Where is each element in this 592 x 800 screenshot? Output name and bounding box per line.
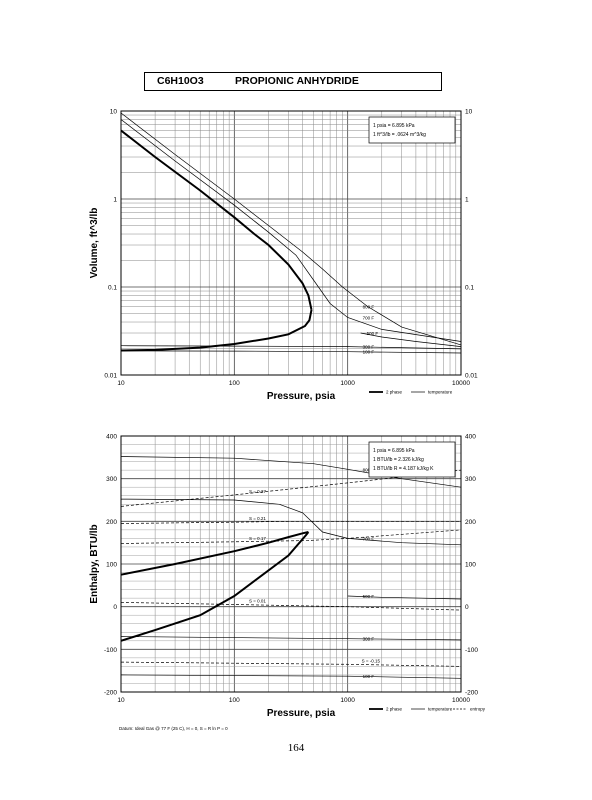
conversion-text: 1 psia = 6.895 kPa bbox=[373, 448, 415, 454]
y-tick-label-right: -200 bbox=[465, 690, 478, 697]
entropy-line bbox=[120, 661, 462, 667]
isotherm-label: 800 F bbox=[363, 467, 375, 472]
y-tick-label: 0 bbox=[113, 604, 117, 611]
y-tick-label-right: 1 bbox=[465, 197, 469, 204]
chart-title-box: C6H10O3 PROPIONIC ANHYDRIDE bbox=[144, 72, 442, 91]
conversion-text: 1 ft^3/lb = .0624 m^3/kg bbox=[373, 132, 426, 138]
isotherm-label: 700 F bbox=[363, 536, 375, 541]
entropy-label: S = 0.21 bbox=[249, 516, 266, 521]
legend-label: temperature bbox=[428, 390, 453, 395]
conversion-text: 1 psia = 6.895 kPa bbox=[373, 123, 415, 129]
x-tick-label: 100 bbox=[229, 697, 240, 704]
entropy-line bbox=[120, 520, 461, 524]
conversion-box bbox=[368, 441, 456, 478]
isotherm-line bbox=[120, 674, 462, 679]
saturated-vapor-curve bbox=[120, 129, 313, 311]
y-tick-label-right: 100 bbox=[465, 562, 476, 569]
y-tick-label-right: 0.01 bbox=[465, 373, 478, 380]
x-axis-label: Pressure, psia bbox=[267, 708, 336, 719]
isotherm-label: 100 F bbox=[363, 350, 375, 355]
legend-label: 2 phase bbox=[386, 707, 403, 712]
x-tick-label: 100 bbox=[229, 380, 240, 387]
x-tick-label: 10 bbox=[117, 697, 125, 704]
legend-label: temperature bbox=[428, 707, 453, 712]
y-tick-label-right: 10 bbox=[465, 109, 473, 116]
isotherm-label: 300 F bbox=[363, 345, 375, 350]
isotherm-line bbox=[120, 119, 462, 342]
y-tick-label: 100 bbox=[106, 562, 117, 569]
y-tick-label: -200 bbox=[104, 690, 117, 697]
page-number: 164 bbox=[287, 742, 305, 754]
y-tick-label: 300 bbox=[106, 476, 117, 483]
plot-frame bbox=[120, 110, 462, 376]
x-axis-label: Pressure, psia bbox=[267, 391, 336, 402]
isotherm-label: 500 F bbox=[363, 594, 375, 599]
y-tick-label-right: 400 bbox=[465, 434, 476, 441]
isotherm-label: 800 F bbox=[363, 305, 375, 310]
y-tick-label: -100 bbox=[104, 647, 117, 654]
entropy-label: S = -0.15 bbox=[362, 658, 381, 663]
y-tick-label: 0.1 bbox=[108, 285, 117, 292]
x-tick-label: 10000 bbox=[452, 697, 470, 704]
x-tick-label: 10000 bbox=[452, 380, 470, 387]
conversion-text: 1 BTU/lb R = 4.187 kJ/kg K bbox=[373, 466, 434, 472]
entropy-line bbox=[120, 602, 462, 611]
y-tick-label: 200 bbox=[106, 519, 117, 526]
conversion-text: 1 BTU/lb = 2.326 kJ/kg bbox=[373, 457, 424, 463]
isotherm-line bbox=[120, 350, 462, 354]
entropy-line bbox=[120, 469, 462, 507]
isotherm-line bbox=[120, 636, 462, 641]
x-tick-label: 1000 bbox=[340, 697, 355, 704]
y-tick-label: 1 bbox=[113, 197, 117, 204]
y-tick-label: 0.01 bbox=[104, 373, 117, 380]
saturated-liquid-curve bbox=[120, 531, 310, 642]
isotherm-label: 300 F bbox=[363, 637, 375, 642]
legend-label: 2 phase bbox=[386, 390, 403, 395]
isotherm-line bbox=[120, 498, 462, 546]
y-tick-label: 10 bbox=[110, 109, 118, 116]
isotherm-line bbox=[120, 345, 462, 350]
isotherm-line bbox=[360, 332, 462, 347]
saturated-liquid-curve bbox=[120, 309, 313, 352]
isotherm-line bbox=[347, 595, 462, 600]
conversion-box bbox=[368, 116, 456, 144]
isotherm-line bbox=[120, 456, 462, 488]
isotherm-label: 500 F bbox=[367, 331, 379, 336]
y-tick-label-right: 200 bbox=[465, 519, 476, 526]
plot-frame bbox=[120, 435, 462, 693]
compound-name: PROPIONIC ANHYDRIDE bbox=[235, 75, 359, 87]
legend-label: entropy bbox=[470, 707, 486, 712]
isotherm-label: 700 F bbox=[363, 316, 375, 321]
entropy-label: S = 0.01 bbox=[249, 599, 266, 604]
x-tick-label: 1000 bbox=[340, 380, 355, 387]
y-tick-label-right: -100 bbox=[465, 647, 478, 654]
y-tick-label-right: 300 bbox=[465, 476, 476, 483]
entropy-label: S = 0.27 bbox=[249, 489, 266, 494]
entropy-label: S = 0.17 bbox=[249, 536, 266, 541]
y-tick-label: 400 bbox=[106, 434, 117, 441]
datum-footnote: Datum: Ideal Gas @ 77 F (25 C), H = 0, S… bbox=[119, 726, 228, 731]
isotherm-line bbox=[120, 112, 462, 346]
x-tick-label: 10 bbox=[117, 380, 125, 387]
isotherm-label: 100 F bbox=[363, 674, 375, 679]
y-tick-label-right: 0 bbox=[465, 604, 469, 611]
chemical-formula: C6H10O3 bbox=[157, 75, 204, 87]
y-axis-label: Enthalpy, BTU/lb bbox=[89, 524, 100, 603]
y-axis-label: Volume, ft^3/lb bbox=[89, 208, 100, 279]
y-tick-label-right: 0.1 bbox=[465, 285, 474, 292]
entropy-line bbox=[120, 529, 462, 544]
saturated-vapor-curve bbox=[120, 531, 309, 576]
